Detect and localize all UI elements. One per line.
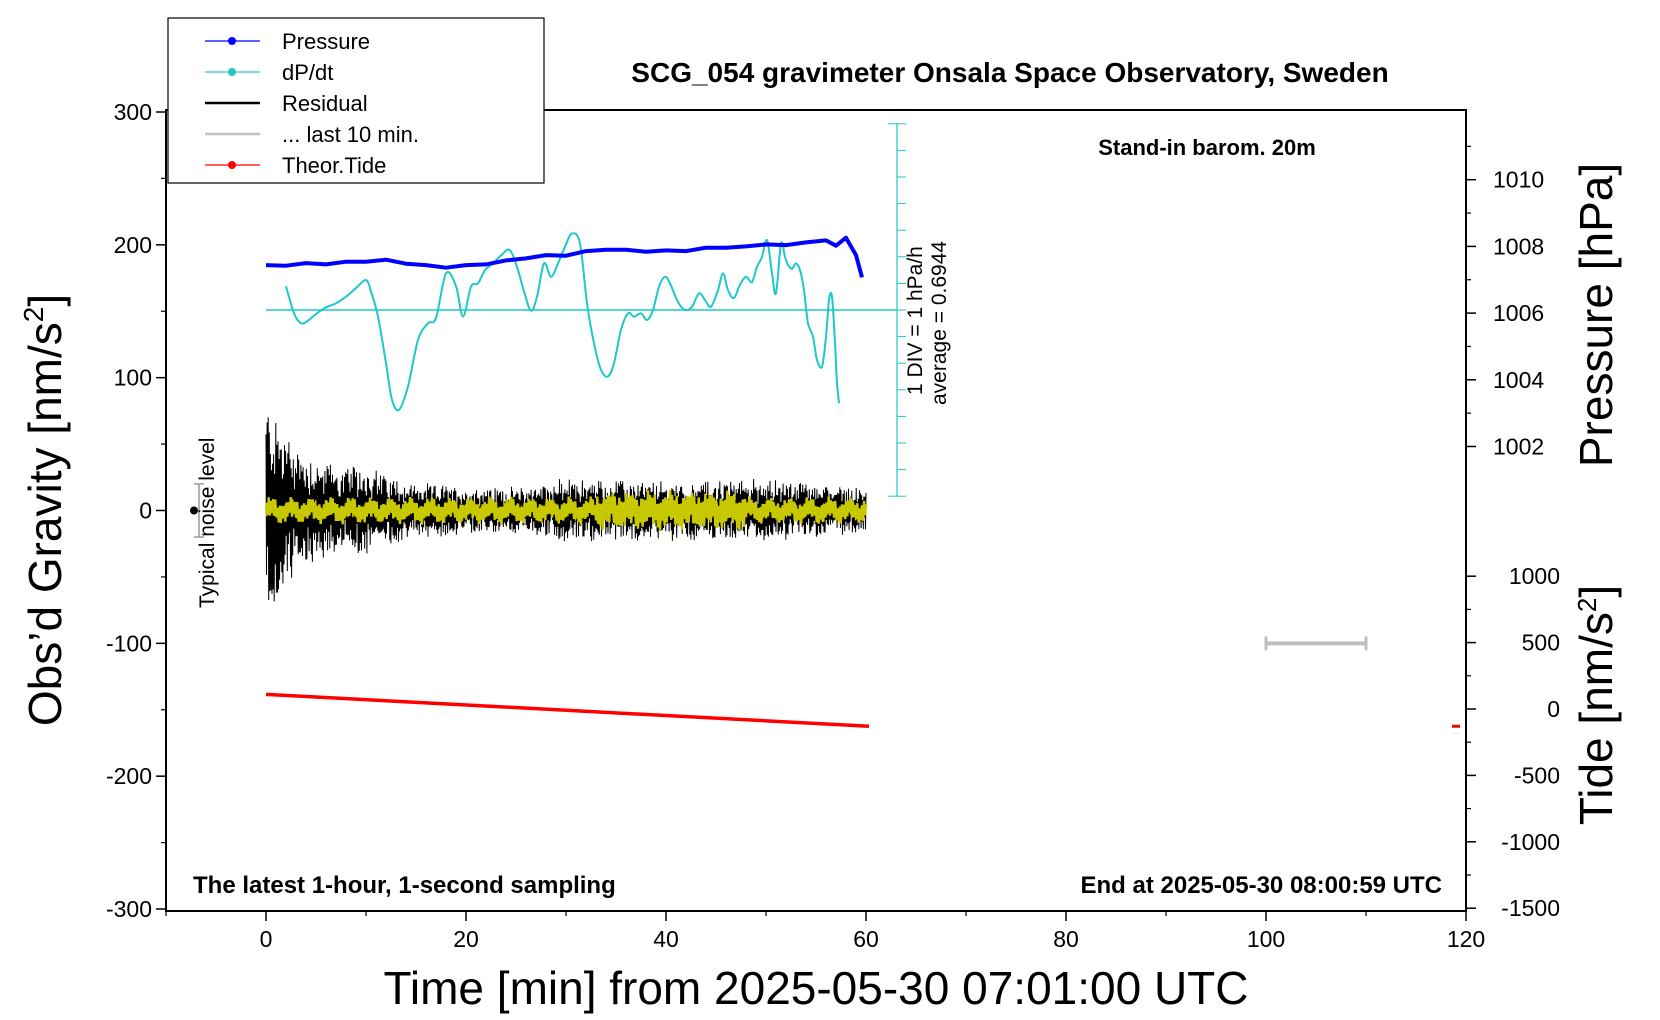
y-axis-title-pressure: Pressure [hPa]: [1570, 163, 1622, 467]
tide-tick-label: 500: [1522, 630, 1560, 656]
y-axis-title-tide: Tide [nm/s2]: [1570, 585, 1622, 825]
legend-label: Pressure: [282, 29, 370, 54]
tide-tick-label: -500: [1514, 762, 1560, 788]
bottom-axis-ticks: 0 20 40 60 80 100 120: [165, 911, 1485, 952]
legend-marker: [228, 161, 236, 169]
y-left-tick-label: -200: [106, 763, 152, 789]
dpdt-scale-label: 1 DIV = 1 hPa/h: [904, 246, 927, 395]
noise-bar-point: [190, 506, 198, 515]
y-left-tick-label: -100: [106, 630, 152, 656]
series-layer: [190, 232, 1460, 729]
legend-label: dP/dt: [282, 60, 333, 85]
x-tick-label: 60: [853, 926, 879, 952]
legend-box: [167, 17, 545, 184]
x-tick-label: 0: [260, 926, 273, 952]
x-tick-label: 120: [1447, 926, 1485, 952]
y-left-tick-label: -300: [106, 896, 152, 922]
residual-smoothed-line: [264, 490, 868, 531]
pressure-line: [265, 235, 864, 278]
x-axis-title: Time [min] from 2025-05-30 07:01:00 UTC: [384, 962, 1249, 1014]
x-tick-label: 20: [453, 926, 479, 952]
y-left-tick-label: 0: [139, 498, 152, 524]
legend-marker: [228, 37, 236, 45]
noise-level-label: Typical noise level: [196, 438, 219, 608]
legend: Pressure dP/dt Residual ... last 10 min. The…: [167, 17, 545, 184]
y-left-tick-label: 200: [114, 232, 152, 258]
pressure-tick-label: 1010: [1493, 167, 1544, 193]
legend-label: Residual: [282, 91, 368, 116]
end-time-note: End at 2025-05-30 08:00:59 UTC: [1081, 872, 1443, 899]
pressure-axis-ticks: 1010 1008 1006 1004 1002: [1466, 145, 1544, 460]
legend-label: ... last 10 min.: [282, 122, 419, 147]
y-left-tick-label: 100: [114, 365, 152, 391]
x-tick-label: 80: [1053, 926, 1079, 952]
tide-tick-label: 1000: [1509, 563, 1560, 589]
sampling-note: The latest 1-hour, 1-second sampling: [193, 872, 616, 899]
x-tick-label: 100: [1247, 926, 1285, 952]
tide-tick-label: 0: [1547, 696, 1560, 722]
tide-line: [265, 692, 870, 729]
y-axis-title-left: Obs’d Gravity [nm/s2]: [18, 294, 71, 726]
barometer-note: Stand-in barom. 20m: [1098, 135, 1316, 160]
legend-marker: [228, 68, 236, 76]
tide-tick-label: -1000: [1501, 829, 1560, 855]
y-left-tick-label: 300: [114, 99, 152, 125]
chart-title: SCG_054 gravimeter Onsala Space Observat…: [631, 57, 1388, 88]
tide-axis-ticks: 1000 500 0 -500 -1000 -1500: [1466, 563, 1560, 921]
x-tick-label: 40: [653, 926, 679, 952]
left-axis-ticks: 300 200 100 0 -100 -200 -300: [106, 99, 166, 922]
pressure-tick-label: 1004: [1493, 367, 1544, 393]
dpdt-line: [285, 232, 840, 412]
pressure-tick-label: 1002: [1493, 434, 1544, 460]
dpdt-average-label: average = 0.6944: [928, 241, 951, 405]
pressure-tick-label: 1006: [1493, 300, 1544, 326]
tide-tick-label: -1500: [1501, 895, 1560, 921]
legend-label: Theor.Tide: [282, 153, 386, 178]
pressure-tick-label: 1008: [1493, 233, 1544, 259]
